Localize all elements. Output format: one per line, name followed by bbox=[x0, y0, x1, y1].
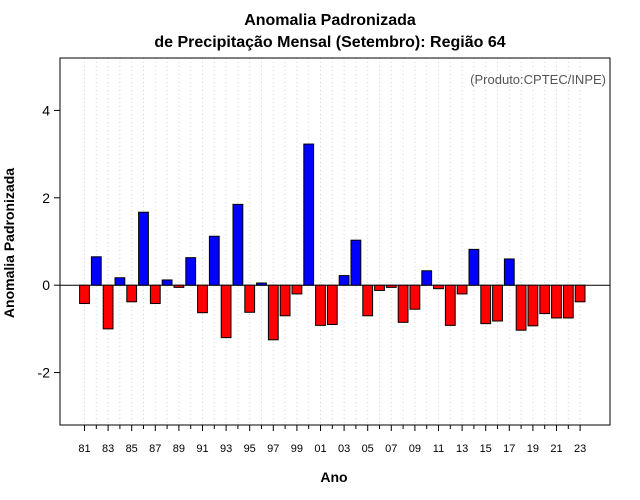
x-tick-label: 81 bbox=[78, 443, 90, 455]
bar-1994 bbox=[232, 203, 244, 286]
y-tick-label: 2 bbox=[42, 190, 50, 206]
bar-1990 bbox=[185, 257, 197, 286]
x-tick-label: 99 bbox=[291, 443, 303, 455]
bar-1987 bbox=[149, 284, 161, 305]
bar-2016 bbox=[492, 284, 503, 322]
bar-2015 bbox=[480, 284, 492, 325]
x-tick-label: 17 bbox=[503, 443, 515, 455]
x-axis: 81 83 85 87 89 91 93 95 97 99 01 03 05 07 09 11 13 15 17 19… bbox=[78, 425, 586, 455]
bar-2007 bbox=[385, 284, 397, 288]
x-tick-label: 87 bbox=[149, 443, 161, 455]
bar-1985 bbox=[126, 284, 138, 303]
bar-2020 bbox=[539, 284, 551, 315]
bar-2014 bbox=[468, 248, 480, 286]
x-tick-label: 89 bbox=[173, 443, 185, 455]
bar-2017 bbox=[503, 258, 515, 286]
bar-1991 bbox=[197, 284, 208, 314]
y-tick-label: -2 bbox=[38, 365, 51, 381]
bar-2006 bbox=[374, 284, 385, 291]
bar-2022 bbox=[562, 284, 574, 319]
x-tick-label: 11 bbox=[433, 443, 444, 455]
x-tick-label: 05 bbox=[362, 443, 374, 455]
bar-2000 bbox=[303, 143, 315, 286]
bar-2009 bbox=[409, 284, 421, 310]
bar-1995 bbox=[244, 284, 256, 313]
bar-1993 bbox=[220, 284, 232, 339]
bar-1998 bbox=[279, 284, 291, 317]
chart-title: Anomalia Padronizada bbox=[244, 12, 416, 29]
grid bbox=[84, 58, 581, 425]
x-tick-label: 19 bbox=[527, 443, 539, 455]
bar-1999 bbox=[291, 284, 303, 295]
bar-2011 bbox=[433, 284, 444, 290]
x-tick-label: 15 bbox=[480, 443, 492, 455]
bar-1989 bbox=[173, 284, 185, 288]
x-tick-label: 83 bbox=[102, 443, 114, 455]
bar-2012 bbox=[444, 284, 456, 326]
bar-2004 bbox=[350, 239, 362, 286]
y-axis-title: Anomalia Padronizada bbox=[1, 168, 17, 318]
product-annotation: (Produto:CPTEC/INPE) bbox=[470, 72, 606, 87]
bar-2010 bbox=[421, 270, 433, 286]
y-tick-label: 0 bbox=[42, 277, 50, 293]
bar-1984 bbox=[114, 277, 126, 286]
y-tick-label: 4 bbox=[42, 102, 50, 118]
x-tick-label: 13 bbox=[456, 443, 468, 455]
bar-2003 bbox=[338, 275, 350, 286]
bar-2008 bbox=[397, 284, 409, 323]
bar-2002 bbox=[326, 284, 338, 326]
x-tick-label: 95 bbox=[244, 443, 256, 455]
bar-2019 bbox=[527, 284, 539, 327]
bar-2021 bbox=[551, 284, 562, 319]
x-tick-label: 01 bbox=[314, 443, 326, 455]
bar-1996 bbox=[256, 282, 267, 286]
bar-1997 bbox=[267, 284, 279, 341]
x-tick-label: 21 bbox=[550, 443, 562, 455]
bar-2005 bbox=[362, 284, 374, 317]
bars bbox=[79, 143, 586, 341]
x-tick-label: 97 bbox=[267, 443, 279, 455]
bar-2023 bbox=[574, 284, 586, 303]
plot-frame bbox=[59, 57, 611, 426]
x-tick-label: 85 bbox=[126, 443, 138, 455]
chart-subtitle: de Precipitação Mensal (Setembro): Regiã… bbox=[154, 34, 505, 51]
bar-1981 bbox=[79, 284, 90, 305]
bar-1982 bbox=[90, 256, 102, 286]
bar-1986 bbox=[138, 211, 149, 286]
x-axis-title: Ano bbox=[320, 469, 347, 485]
x-tick-label: 23 bbox=[574, 443, 586, 455]
bar-2001 bbox=[315, 284, 326, 326]
x-tick-label: 91 bbox=[196, 443, 208, 455]
bar-1988 bbox=[161, 279, 173, 286]
bar-2018 bbox=[515, 284, 527, 331]
x-tick-label: 07 bbox=[385, 443, 397, 455]
x-tick-label: 93 bbox=[220, 443, 232, 455]
y-axis: -2 0 2 4 bbox=[38, 102, 60, 381]
x-tick-label: 09 bbox=[409, 443, 421, 455]
bar-2013 bbox=[456, 284, 468, 295]
x-tick-label: 03 bbox=[338, 443, 350, 455]
bar-1992 bbox=[208, 235, 220, 286]
bar-1983 bbox=[102, 284, 114, 330]
